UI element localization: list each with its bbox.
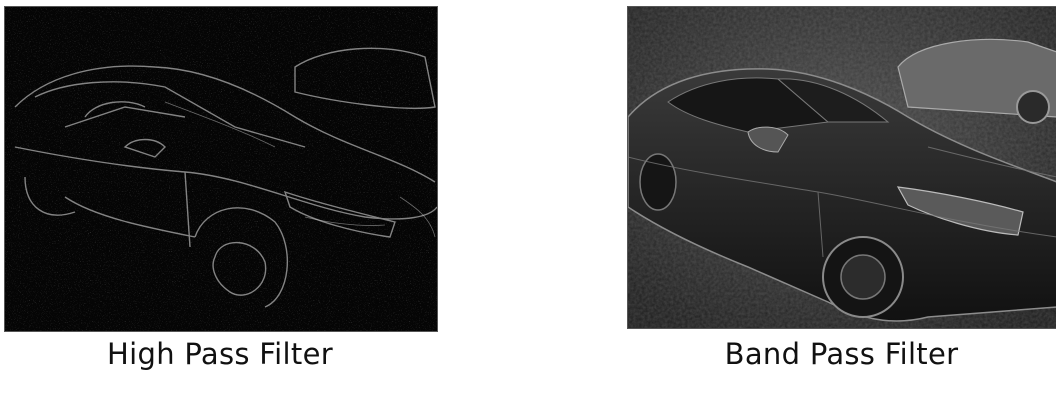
high-pass-filter-image xyxy=(4,6,438,332)
high-pass-filter-caption: High Pass Filter xyxy=(107,337,333,371)
band-pass-car-render xyxy=(628,7,1056,328)
band-pass-filter-image xyxy=(627,6,1056,329)
band-pass-filter-caption: Band Pass Filter xyxy=(724,337,959,371)
high-pass-car-edges xyxy=(5,7,437,331)
